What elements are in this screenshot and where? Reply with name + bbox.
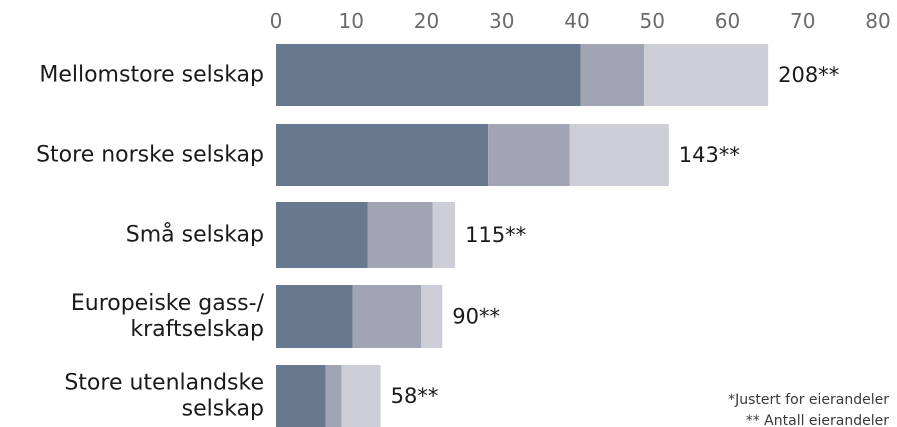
- category-label: selskap: [182, 397, 264, 422]
- category-label: Små selskap: [126, 222, 264, 248]
- bar-segment-1: [276, 365, 326, 427]
- x-tick-label: 60: [715, 9, 740, 33]
- bar-segment-2: [352, 285, 422, 348]
- category-label: Europeiske gass-/: [71, 291, 265, 316]
- x-tick-label: 0: [270, 9, 283, 33]
- category-label: Mellomstore selskap: [39, 63, 264, 88]
- bar-segment-1: [276, 44, 581, 106]
- bar-segment-2: [488, 124, 570, 186]
- category-labels: Mellomstore selskap Store norske selskap S…: [36, 63, 264, 422]
- x-tick-label: 80: [865, 9, 890, 33]
- x-tick-label: 20: [414, 9, 439, 33]
- x-tick-label: 70: [790, 9, 815, 33]
- data-label: 58**: [391, 384, 439, 408]
- x-axis-ticks: 0 10 20 30 40 50 60 70 80: [270, 9, 891, 33]
- bar-segment-3: [643, 44, 769, 106]
- data-label: 208**: [778, 63, 839, 87]
- bar-segment-2: [367, 202, 433, 268]
- footnote-count: ** Antall eierandeler: [746, 413, 890, 427]
- x-tick-label: 50: [640, 9, 665, 33]
- footnotes: *Justert for eierandeler ** Antall eiera…: [728, 392, 889, 427]
- footnote-adjusted: *Justert for eierandeler: [728, 392, 889, 408]
- bars: [276, 44, 769, 427]
- bar-segment-2: [580, 44, 644, 106]
- data-label: 90**: [452, 305, 500, 329]
- bar-segment-1: [276, 124, 489, 186]
- x-tick-label: 40: [564, 9, 589, 33]
- bar-segment-1: [276, 202, 368, 268]
- category-label: kraftselskap: [130, 317, 264, 342]
- data-label: 115**: [465, 223, 526, 247]
- bar-segment-3: [432, 202, 456, 268]
- data-labels: 208** 143** 115** 90** 58**: [391, 63, 840, 408]
- category-label: Store utenlandske: [64, 371, 264, 396]
- x-tick-label: 30: [489, 9, 514, 33]
- bar-segment-3: [341, 365, 381, 427]
- data-label: 143**: [679, 143, 740, 167]
- category-label: Store norske selskap: [36, 143, 264, 168]
- bar-segment-2: [325, 365, 342, 427]
- bar-segment-3: [569, 124, 669, 186]
- bar-segment-1: [276, 285, 353, 348]
- x-tick-label: 10: [339, 9, 364, 33]
- bar-segment-3: [421, 285, 443, 348]
